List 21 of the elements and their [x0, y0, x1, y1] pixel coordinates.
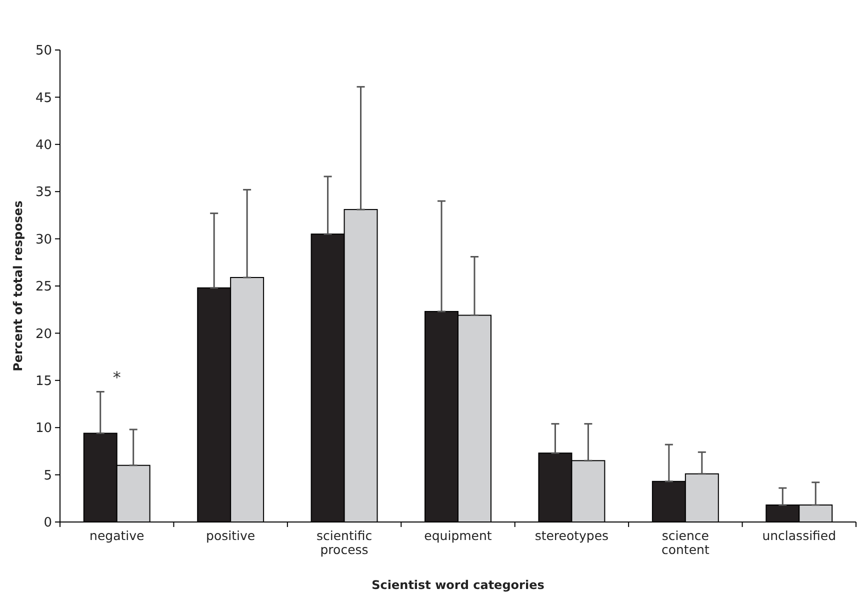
- y-tick-label: 50: [35, 44, 52, 59]
- x-tick-label: science content: [662, 528, 710, 557]
- y-tick-label: 10: [35, 421, 52, 436]
- y-tick-label: 5: [44, 468, 52, 484]
- y-tick-label: 45: [35, 90, 52, 106]
- y-axis-title: Percent of total resposes: [11, 200, 25, 372]
- y-tick-label: 30: [35, 232, 52, 248]
- y-tick-label: 20: [35, 326, 52, 342]
- y-tick-label: 40: [35, 138, 52, 153]
- x-tick-label: scientific process: [316, 528, 372, 557]
- x-axis-title: Scientist word categories: [372, 578, 544, 592]
- y-tick-label: 0: [44, 516, 52, 531]
- y-tick-label: 35: [35, 185, 52, 200]
- y-tick-label: 15: [35, 374, 52, 389]
- x-tick-label: unclassified: [762, 528, 836, 543]
- x-tick-label: stereotypes: [534, 528, 609, 543]
- x-tick-label: equipment: [424, 528, 492, 543]
- x-tick-label: positive: [206, 528, 256, 543]
- annotation: *: [112, 368, 121, 388]
- y-tick-label: 25: [35, 280, 52, 295]
- x-tick-label: negative: [90, 528, 144, 543]
